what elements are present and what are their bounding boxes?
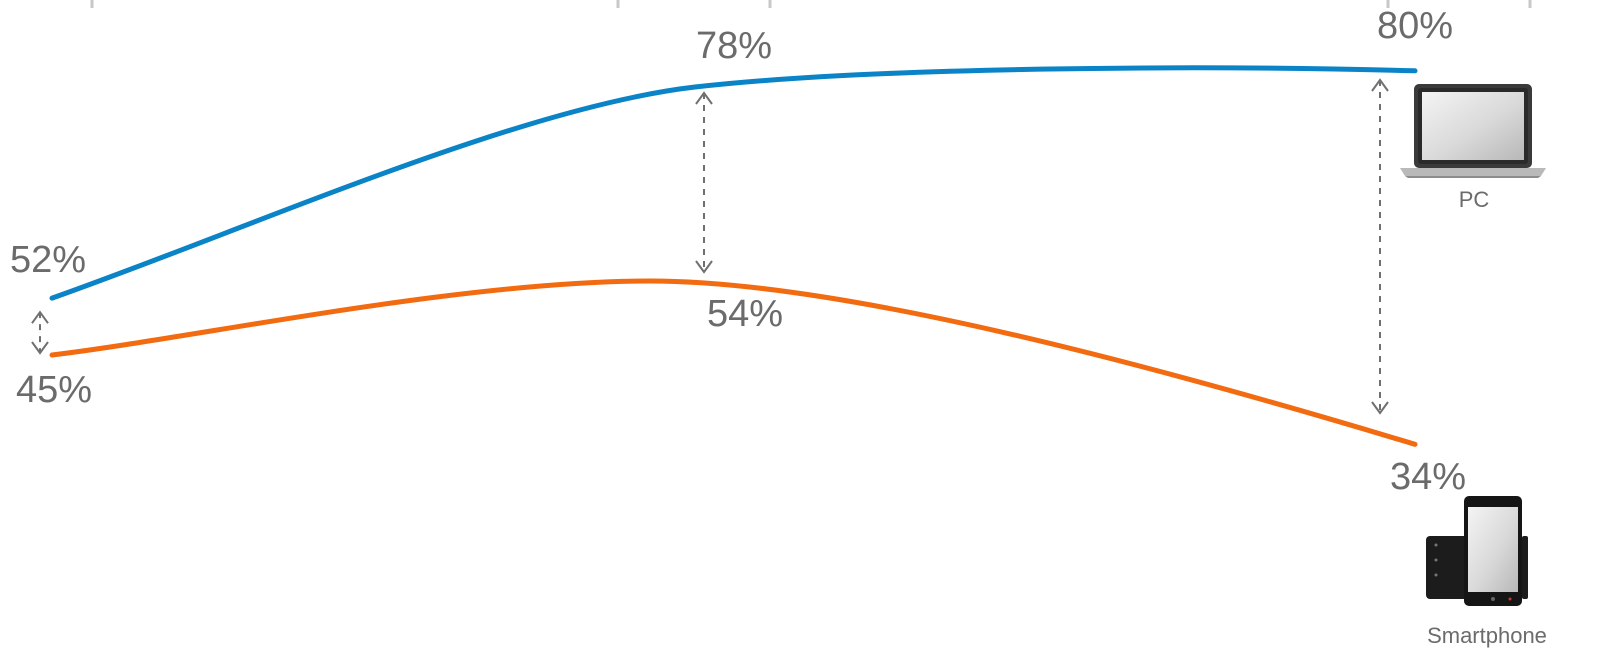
gap-arrows <box>31 78 1389 415</box>
data-label-smartphone-0: 45% <box>16 369 92 411</box>
series-line-smartphone <box>49 278 1418 447</box>
series-lines <box>49 65 1418 447</box>
data-labels: 52% 78% 80% 45% 54% 34% <box>10 5 1466 498</box>
gap-arrow <box>31 310 49 355</box>
smartphone-icon <box>1426 496 1528 606</box>
data-label-pc-2: 80% <box>1377 5 1453 47</box>
series-line-pc <box>49 65 1418 301</box>
top-ticks <box>90 0 1532 8</box>
legend-smartphone-label: Smartphone <box>1427 623 1547 648</box>
data-label-smartphone-1: 54% <box>707 293 783 335</box>
gap-arrow <box>695 91 713 274</box>
data-label-pc-1: 78% <box>696 25 772 67</box>
gap-arrow <box>1371 78 1389 415</box>
data-label-pc-0: 52% <box>10 239 86 281</box>
legend-pc-label: PC <box>1459 187 1490 212</box>
data-label-smartphone-2: 34% <box>1390 456 1466 498</box>
laptop-icon <box>1400 84 1546 178</box>
